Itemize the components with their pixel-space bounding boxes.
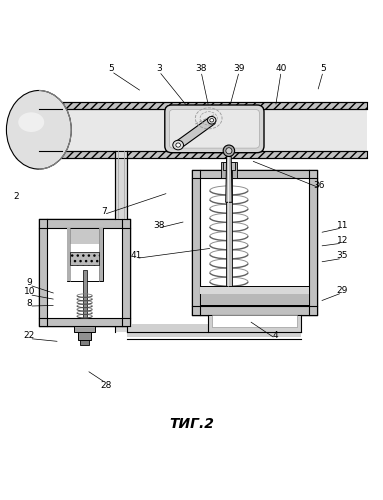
- Text: 41: 41: [131, 251, 142, 260]
- Bar: [115, 151, 127, 220]
- Bar: [80, 340, 89, 345]
- Bar: [39, 220, 131, 326]
- Ellipse shape: [176, 143, 180, 147]
- Bar: [223, 162, 235, 170]
- Bar: [200, 178, 309, 306]
- Bar: [39, 109, 62, 151]
- Bar: [70, 244, 99, 282]
- FancyBboxPatch shape: [169, 110, 259, 148]
- Bar: [67, 228, 103, 281]
- Bar: [212, 315, 297, 328]
- Text: 11: 11: [337, 220, 348, 230]
- Text: 7: 7: [101, 208, 106, 216]
- Bar: [115, 220, 127, 332]
- Bar: [200, 286, 309, 304]
- Ellipse shape: [226, 148, 232, 154]
- Text: 35: 35: [337, 251, 348, 260]
- Bar: [39, 318, 131, 326]
- Bar: [221, 162, 237, 178]
- Text: 36: 36: [314, 180, 325, 190]
- Bar: [70, 252, 99, 266]
- Bar: [192, 306, 318, 315]
- Ellipse shape: [223, 145, 235, 156]
- Bar: [127, 324, 301, 336]
- Bar: [78, 332, 91, 340]
- Text: 22: 22: [24, 332, 35, 340]
- Bar: [122, 220, 131, 326]
- Text: 5: 5: [320, 64, 326, 73]
- Bar: [67, 228, 70, 281]
- Bar: [208, 315, 301, 332]
- FancyBboxPatch shape: [165, 105, 264, 152]
- Text: 38: 38: [195, 64, 207, 73]
- Text: 8: 8: [26, 299, 32, 308]
- Text: 39: 39: [234, 64, 245, 73]
- Text: 40: 40: [275, 64, 287, 73]
- Bar: [83, 270, 87, 318]
- Ellipse shape: [18, 112, 44, 132]
- Bar: [16, 109, 367, 151]
- Text: 28: 28: [100, 381, 111, 390]
- Polygon shape: [175, 117, 215, 148]
- Text: 12: 12: [337, 236, 348, 245]
- Bar: [16, 102, 367, 109]
- Ellipse shape: [173, 140, 183, 150]
- Bar: [200, 286, 309, 294]
- Bar: [192, 170, 318, 178]
- Text: 5: 5: [108, 64, 114, 73]
- Bar: [47, 228, 122, 318]
- Text: 29: 29: [337, 286, 348, 294]
- Bar: [115, 151, 127, 220]
- Bar: [192, 170, 318, 315]
- Polygon shape: [226, 156, 232, 202]
- Text: ΤИГ.2: ΤИГ.2: [169, 416, 214, 430]
- Bar: [192, 170, 200, 315]
- Text: 2: 2: [13, 192, 19, 201]
- Bar: [309, 170, 318, 315]
- Text: 38: 38: [153, 220, 165, 230]
- Bar: [39, 220, 47, 326]
- Text: 10: 10: [24, 288, 35, 296]
- Bar: [39, 220, 131, 228]
- Text: 3: 3: [156, 64, 162, 73]
- Ellipse shape: [208, 116, 216, 124]
- Bar: [16, 151, 367, 158]
- Ellipse shape: [210, 118, 214, 122]
- Bar: [74, 326, 95, 332]
- Text: 4: 4: [273, 332, 278, 340]
- Ellipse shape: [7, 90, 71, 169]
- Bar: [226, 170, 232, 286]
- Text: 9: 9: [26, 278, 32, 287]
- Bar: [99, 228, 103, 281]
